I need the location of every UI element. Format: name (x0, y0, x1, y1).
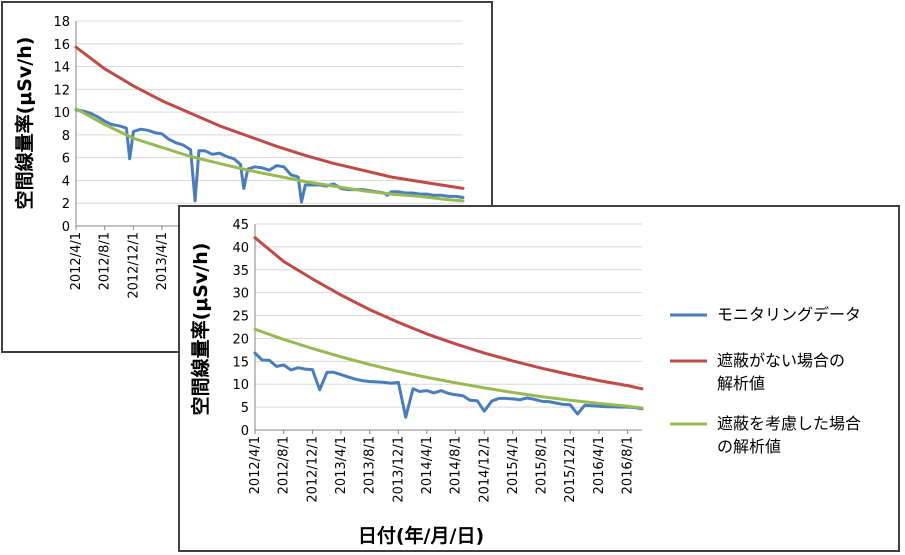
y-tick-label: 4 (62, 174, 70, 189)
x-tick-label: 2014/12/1 (477, 436, 492, 503)
x-tick-label: 2015/8/1 (534, 436, 549, 494)
y-tick-label: 14 (53, 61, 70, 76)
x-tick-label: 2012/8/1 (98, 232, 113, 290)
legend-label: モニタリングデータ (717, 305, 861, 324)
y-tick-label: 8 (62, 129, 70, 144)
y-tick-label: 10 (53, 106, 70, 121)
x-tick-label: 2013/8/1 (363, 436, 378, 494)
x-tick-label: 2015/4/1 (506, 436, 521, 494)
x-axis-title: 日付(年/月/日) (358, 524, 484, 547)
x-tick-label: 2014/4/1 (420, 436, 435, 494)
front-chart-panel: 0 5 10 15 20 25 30 35 40 45 2012/4/1 2012/8/1 2012/1… (178, 205, 900, 552)
y-tick-label: 6 (62, 152, 70, 167)
front-chart: 0 5 10 15 20 25 30 35 40 45 2012/4/1 2012/8/1 2012/1… (189, 218, 861, 547)
x-tick-label: 2012/4/1 (69, 232, 84, 290)
y-tick-label: 20 (232, 332, 249, 347)
x-tick-label: 2013/4/1 (334, 436, 349, 494)
legend-label: 解析値 (717, 374, 765, 393)
y-tick-label: 25 (232, 310, 249, 325)
y-tick-label: 18 (53, 15, 70, 30)
y-tick-label: 30 (232, 287, 249, 302)
x-tick-label: 2012/8/1 (277, 436, 292, 494)
series-line-2 (74, 107, 465, 203)
y-tick-label: 16 (53, 38, 70, 53)
y-tick-label: 40 (232, 241, 249, 256)
y-tick-label: 45 (232, 218, 249, 233)
series-line-1 (253, 236, 644, 391)
legend-label: の解析値 (717, 437, 781, 456)
series-line-0 (74, 108, 465, 204)
x-tick-label: 2012/12/1 (305, 436, 320, 503)
x-tick-label: 2014/8/1 (449, 436, 464, 494)
series-line-0 (253, 351, 644, 419)
x-tick-label: 2012/12/1 (126, 232, 141, 299)
y-tick-label: 0 (62, 220, 70, 235)
y-axis-title: 空間線量率(μSv/h) (13, 37, 36, 210)
y-tick-label: 5 (241, 401, 249, 416)
y-axis-title: 空間線量率(μSv/h) (189, 243, 212, 416)
x-tick-label: 2012/4/1 (248, 436, 263, 494)
x-tick-label: 2015/12/1 (563, 436, 578, 503)
y-tick-label: 10 (232, 378, 249, 393)
series-line-2 (253, 327, 644, 410)
x-tick-label: 2013/12/1 (391, 436, 406, 503)
x-tick-label: 2016/8/1 (621, 436, 636, 494)
x-tick-label: 2013/4/1 (155, 232, 170, 290)
y-tick-label: 15 (232, 355, 249, 370)
series-line-1 (74, 45, 465, 190)
y-tick-label: 35 (232, 264, 249, 279)
x-tick-label: 2016/4/1 (592, 436, 607, 494)
y-tick-label: 12 (53, 83, 70, 98)
legend-label: 遮蔽がない場合の (717, 351, 845, 370)
legend-label: 遮蔽を考慮した場合 (717, 414, 861, 433)
y-tick-label: 0 (241, 424, 249, 439)
y-tick-label: 2 (62, 197, 70, 212)
